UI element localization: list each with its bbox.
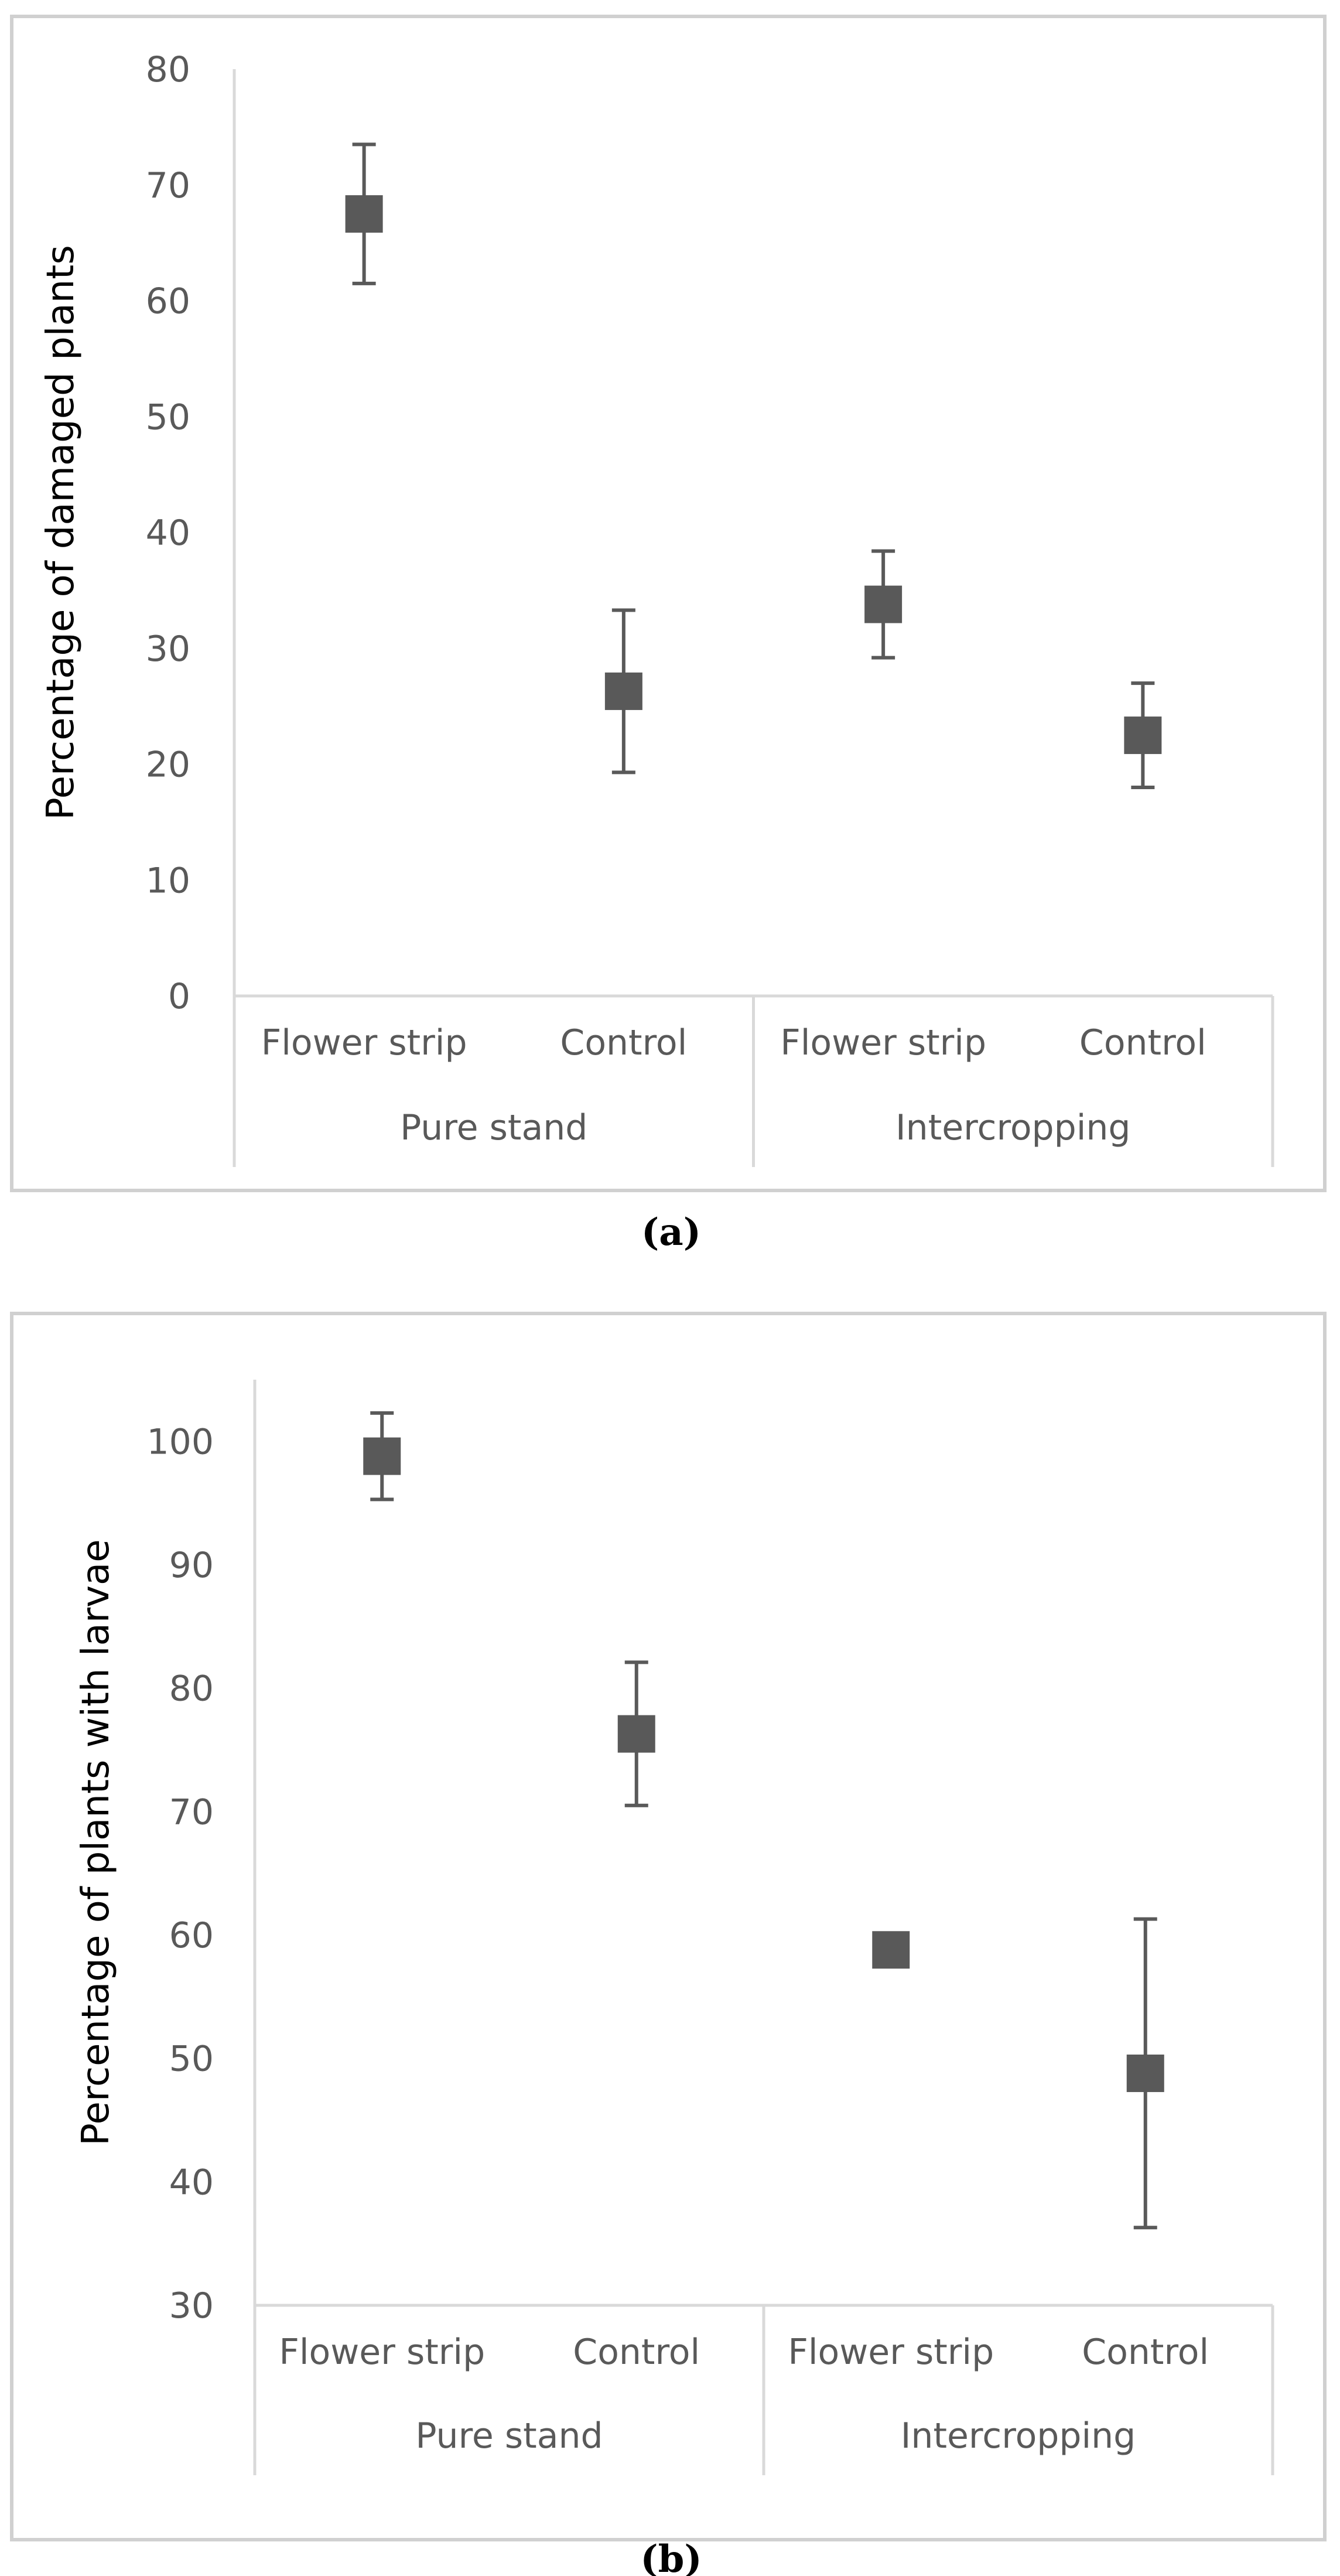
y-tick-label: 90 — [169, 1545, 214, 1586]
x-group-label: Pure stand — [415, 2415, 603, 2456]
y-tick-label: 0 — [168, 976, 190, 1017]
x-category-label: Flower strip — [279, 2332, 485, 2373]
y-tick-label: 30 — [169, 2285, 214, 2326]
y-tick-label: 60 — [169, 1915, 214, 1956]
panel-a: 0 10 20 30 40 50 60 70 80 Percentage of damaged p… — [10, 15, 1327, 1254]
chart-frame — [10, 1312, 1327, 2541]
x-category-label: Flower strip — [780, 1022, 986, 1063]
data-point-marker — [363, 1437, 401, 1475]
y-tick-label: 20 — [146, 745, 190, 786]
panel-caption: (a) — [641, 1210, 701, 1254]
x-category-label: Control — [1082, 2332, 1209, 2373]
y-tick-label: 70 — [169, 1792, 214, 1833]
panel-caption: (b) — [640, 2537, 702, 2576]
y-tick-label: 50 — [146, 397, 190, 438]
data-point-marker — [872, 1931, 910, 1969]
x-category-label: Flower strip — [788, 2332, 994, 2373]
y-tick-label: 10 — [146, 860, 190, 901]
y-axis-title: Percentage of plants with larvae — [74, 1539, 118, 2145]
x-category-label: Control — [560, 1022, 687, 1063]
y-tick-label: 50 — [169, 2039, 214, 2080]
y-tick-label: 70 — [146, 165, 190, 206]
x-category-label: Control — [1079, 1022, 1206, 1063]
y-tick-label: 80 — [169, 1669, 214, 1710]
y-tick-label: 30 — [146, 629, 190, 670]
x-group-label: Intercropping — [901, 2415, 1136, 2456]
x-category-label: Flower strip — [261, 1022, 467, 1063]
panel-b: 30 40 50 60 70 80 90 100 Percentage of plants wi… — [10, 1312, 1327, 2576]
chart-frame — [10, 15, 1327, 1192]
x-category-label: Control — [573, 2332, 700, 2373]
y-tick-label: 100 — [146, 1421, 214, 1462]
y-tick-label: 40 — [169, 2162, 214, 2203]
data-point-marker — [617, 1715, 655, 1753]
y-tick-label: 80 — [146, 49, 190, 90]
x-group-label: Pure stand — [400, 1107, 587, 1148]
y-axis-title: Percentage of damaged plants — [39, 245, 83, 820]
y-tick-label: 40 — [146, 513, 190, 554]
y-tick-label: 60 — [146, 281, 190, 322]
x-group-label: Intercropping — [895, 1107, 1131, 1148]
data-point-marker — [345, 195, 383, 233]
data-point-marker — [864, 585, 903, 623]
data-point-marker — [1124, 716, 1162, 755]
data-point-marker — [604, 672, 642, 710]
data-point-marker — [1126, 2054, 1164, 2092]
